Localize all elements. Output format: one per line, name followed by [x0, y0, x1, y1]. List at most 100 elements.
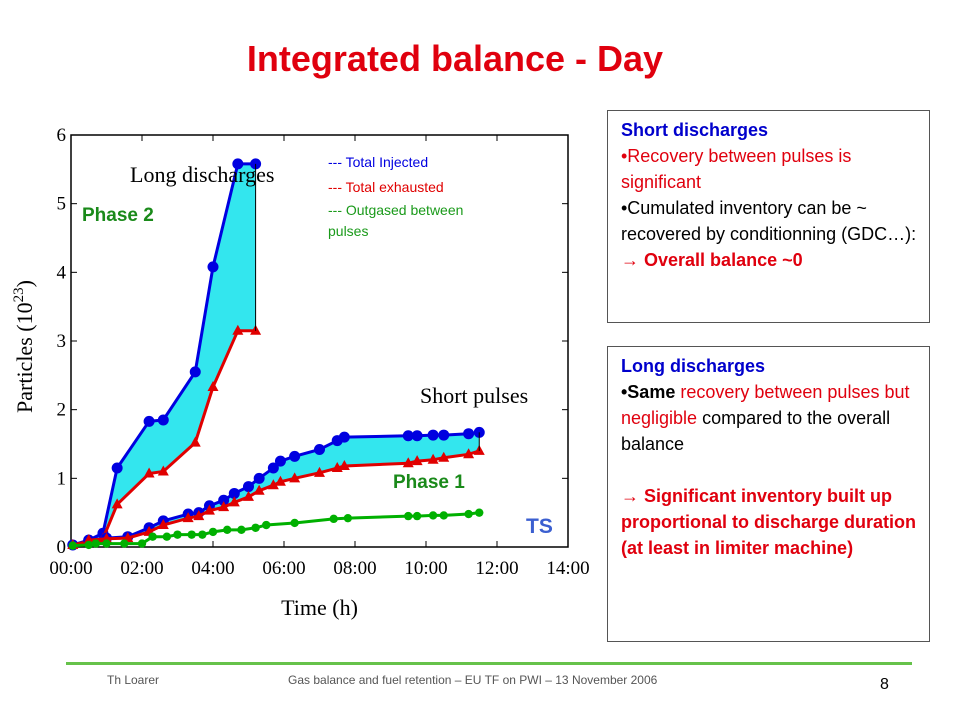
long-point-compared: compared to the overall balance — [621, 408, 891, 454]
data-point — [412, 511, 422, 521]
long-heading: Long discharges — [621, 356, 766, 376]
data-point — [253, 472, 265, 484]
legend-total-injected: --- Total Injected — [328, 154, 428, 170]
data-point — [83, 534, 95, 545]
data-point — [274, 475, 286, 486]
data-point — [102, 539, 111, 548]
data-point — [228, 487, 240, 499]
data-point — [207, 381, 219, 392]
plot-frame — [70, 134, 569, 548]
data-point — [463, 448, 475, 459]
short-discharges-box: Short discharges •Recovery between pulse… — [607, 110, 930, 323]
long-point-1: •Same recovery between pulses but neglig… — [621, 379, 923, 457]
data-point — [343, 513, 353, 523]
y-tick-label: 1 — [57, 468, 67, 489]
data-point — [464, 509, 473, 519]
data-point — [120, 539, 129, 548]
legend-outgased-cont: pulses — [328, 223, 368, 239]
data-point — [143, 415, 155, 427]
data-point — [91, 539, 101, 548]
data-point — [137, 539, 147, 548]
annotation-phase-2: Phase 2 — [82, 205, 154, 226]
data-point — [289, 450, 301, 462]
data-point — [203, 504, 215, 515]
long-conclusion: → Significant inventory built up proport… — [621, 483, 923, 561]
data-point — [438, 429, 450, 441]
x-tick-label: 06:00 — [262, 558, 305, 579]
data-point — [463, 428, 475, 440]
x-tick-label: 02:00 — [120, 558, 163, 579]
long-point-same: •Same — [621, 382, 676, 402]
y-tick-label: 6 — [57, 125, 67, 146]
data-point — [251, 523, 260, 532]
data-point — [187, 530, 196, 539]
x-tick-label: 00:00 — [49, 558, 92, 579]
data-point — [402, 457, 414, 468]
data-point — [404, 511, 413, 521]
data-point — [338, 431, 350, 443]
data-point — [267, 479, 279, 490]
data-point — [428, 511, 438, 520]
data-point — [427, 453, 439, 464]
data-point — [182, 512, 194, 523]
data-point — [68, 541, 77, 550]
data-point — [427, 429, 439, 441]
data-point — [253, 484, 265, 495]
data-point — [208, 527, 218, 537]
annotation-phase-1: Phase 1 — [393, 472, 465, 493]
data-point — [438, 451, 450, 462]
annotation-long-discharges: Long discharges — [130, 162, 274, 187]
data-point — [411, 430, 423, 442]
y-tick-label: 4 — [57, 262, 67, 283]
data-point — [223, 525, 232, 535]
y-tick-label: 5 — [57, 194, 67, 215]
data-point — [157, 414, 169, 426]
y-tick-label: 3 — [57, 331, 67, 352]
data-point — [232, 158, 244, 170]
data-point — [243, 490, 254, 501]
data-point — [189, 366, 201, 378]
data-point — [243, 481, 254, 493]
x-tick-label: 14:00 — [546, 558, 589, 579]
short-conclusion-text: Overall balance ~0 — [644, 250, 803, 270]
data-point — [193, 510, 205, 521]
data-point — [267, 462, 279, 474]
short-conclusion: → Overall balance ~0 — [621, 247, 923, 273]
y-axis-label: Particles (1023) — [11, 280, 37, 413]
data-point — [143, 467, 155, 478]
data-point — [111, 462, 123, 474]
data-point — [207, 261, 219, 273]
arrow-right-icon: → — [621, 486, 645, 506]
short-point-1: •Recovery between pulses is significant — [621, 146, 852, 192]
data-point — [84, 540, 93, 550]
data-point — [173, 530, 182, 539]
page-number: 8 — [880, 676, 889, 693]
data-point — [228, 496, 240, 507]
data-point — [189, 436, 201, 447]
slide-title: Integrated balance - Day — [246, 38, 664, 79]
short-point-2: •Cumulated inventory can be ~ recovered … — [621, 198, 917, 244]
data-point — [402, 430, 414, 442]
data-point — [274, 455, 286, 467]
arrow-right-icon: → — [621, 250, 645, 270]
data-point — [148, 532, 157, 541]
annotation-ts: TS — [526, 515, 553, 538]
particles-chart: 00:00 02:00 04:00 06:00 08:00 10:00 12:00 14:00… — [11, 125, 590, 620]
footer-author: Th Loarer — [107, 673, 160, 687]
annotation-short-pulses: Short pulses — [420, 383, 528, 408]
x-tick-label: 12:00 — [475, 558, 518, 579]
data-point — [314, 443, 325, 455]
data-point — [338, 459, 350, 470]
data-point — [314, 466, 325, 477]
data-point — [411, 455, 423, 466]
short-heading: Short discharges — [621, 120, 769, 140]
footer-event: Gas balance and fuel retention – EU TF o… — [288, 673, 658, 687]
long-conclusion-text: Significant inventory built up proportio… — [621, 486, 917, 558]
y-tick-label: 2 — [57, 400, 67, 421]
x-axis-label: Time (h) — [281, 595, 358, 620]
series-line-0 — [72, 162, 256, 547]
data-point — [218, 501, 230, 512]
long-discharges-box: Long discharges •Same recovery between p… — [607, 346, 930, 642]
legend-outgased: --- Outgased between — [328, 202, 463, 218]
x-tick-label: 04:00 — [191, 558, 234, 579]
